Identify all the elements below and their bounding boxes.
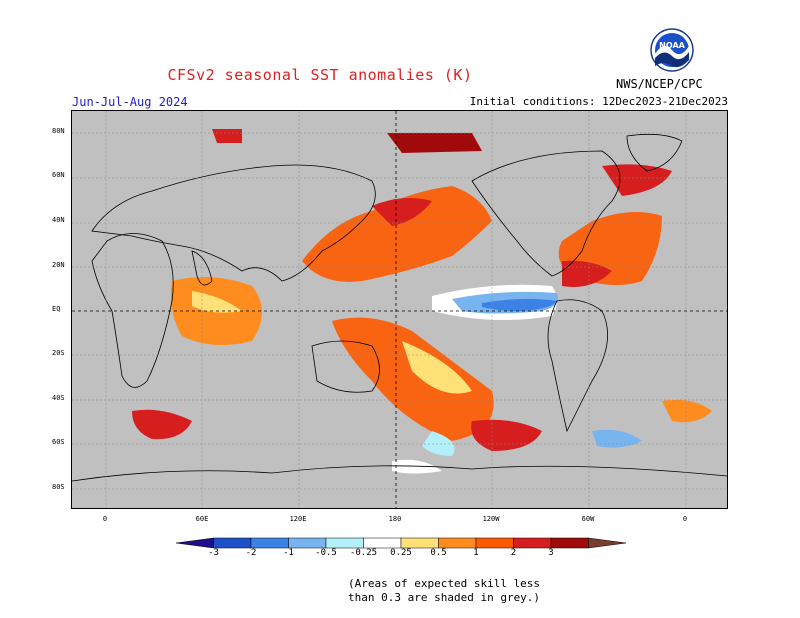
season-label: Jun-Jul-Aug 2024 [72,95,188,109]
legend-swatch [363,537,402,549]
continent-outlines [72,133,727,482]
grid-lines [72,111,727,508]
initial-conditions-label: Initial conditions: 12Dec2023-21Dec2023 [469,95,728,108]
skill-note-line-2: than 0.3 are shaded in grey.) [348,591,541,604]
noaa-logo-text: NOAA [659,41,685,50]
legend-swatch [438,537,477,549]
legend-label: -2 [245,548,257,558]
skill-note: (Areas of expected skill less than 0.3 a… [348,577,540,605]
longitude-label: 0 [102,515,108,523]
noaa-logo: NOAA [650,28,694,72]
longitude-label: 120W [482,515,500,523]
map-canvas [72,111,727,508]
legend-swatch [588,537,626,549]
legend-swatch [400,537,439,549]
legend-swatch [288,537,327,549]
agency-label: NWS/NCEP/CPC [616,77,703,91]
latitude-label: 20S [52,349,65,357]
longitude-label: 120E [289,515,307,523]
legend-label: -3 [208,548,219,558]
legend-label: -1 [283,548,294,558]
latitude-label: 60S [52,438,65,446]
legend-label: 0.25 [390,548,412,558]
legend-swatch [550,537,589,549]
latitude-label: 80S [52,483,65,491]
sst-anomaly-map [71,110,728,509]
longitude-label: 0 [682,515,688,523]
legend-swatch [176,537,214,549]
latitude-label: 80N [52,127,65,135]
legend-swatch [325,537,364,549]
legend-swatch [213,537,252,549]
skill-note-line-1: (Areas of expected skill less [348,577,541,590]
reference-lines [72,111,727,508]
longitude-label: 180 [388,515,402,523]
legend-swatch [513,537,552,549]
map-title: CFSv2 seasonal SST anomalies (K) [167,66,473,84]
legend-label: 2 [510,548,517,558]
longitude-label: 60E [195,515,209,523]
latitude-label: 40N [52,216,65,224]
legend-swatch [475,537,514,549]
legend-label: -0.25 [349,548,378,558]
legend-label: 3 [548,548,554,558]
legend-swatch [250,537,289,549]
latitude-label: 40S [52,394,65,402]
longitude-label: 60W [581,515,595,523]
legend-label: -0.5 [315,548,337,558]
latitude-label: 60N [52,171,65,179]
legend-label: 1 [473,548,479,558]
latitude-label: EQ [52,305,61,313]
latitude-label: 20N [52,261,65,269]
color-legend-bar [176,537,626,549]
legend-label: 0.5 [430,548,447,558]
